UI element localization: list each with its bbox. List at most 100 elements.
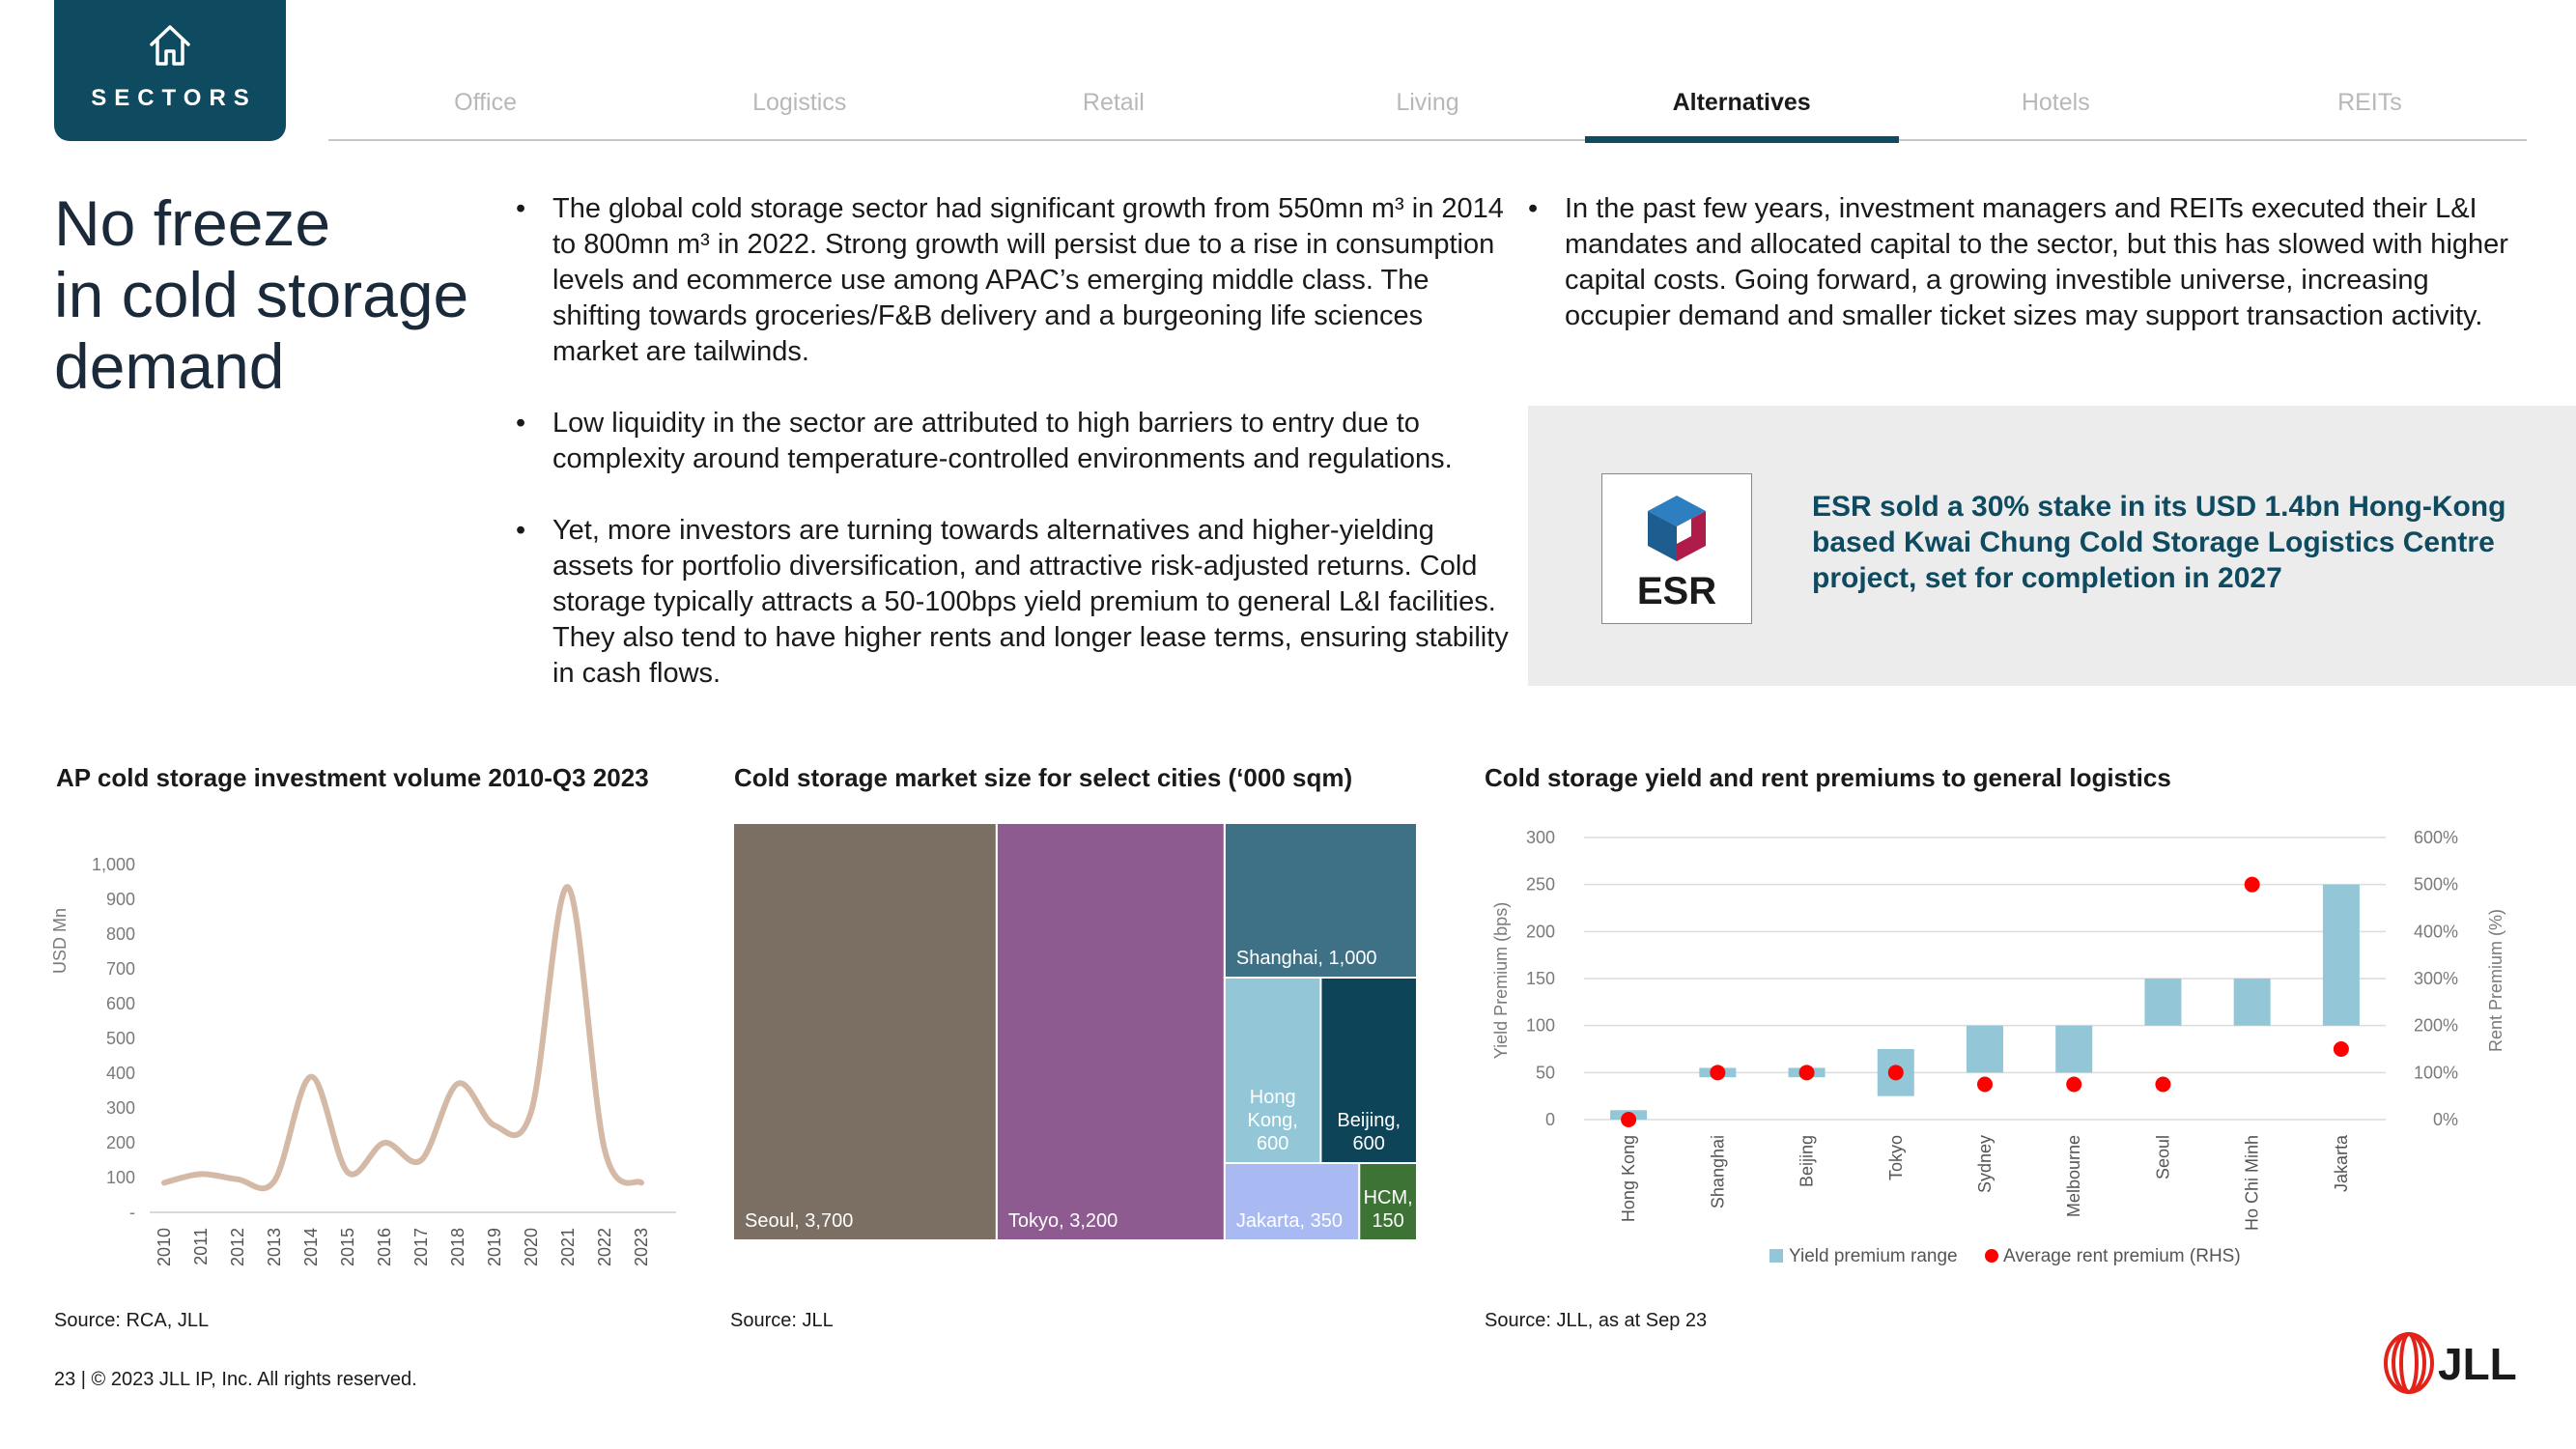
y-tick-label: 1,000 <box>92 855 135 874</box>
y-tick-label: 700 <box>106 959 135 979</box>
y-tick-label: 500 <box>106 1029 135 1048</box>
x-tick-label: Tokyo <box>1886 1135 1906 1180</box>
jll-logo-text: JLL <box>2438 1339 2517 1389</box>
treemap-label-beijing: 600 <box>1353 1133 1385 1154</box>
x-tick-label: Jakarta <box>2332 1134 2351 1192</box>
x-tick-label: Shanghai <box>1708 1135 1727 1208</box>
yield-range-bar <box>2055 1025 2093 1073</box>
x-tick-label: 2010 <box>155 1228 174 1266</box>
tab-living[interactable]: Living <box>1396 89 1459 116</box>
chart1-title: AP cold storage investment volume 2010-Q… <box>56 763 649 792</box>
x-tick-label: 2015 <box>338 1228 357 1266</box>
sectors-badge[interactable]: SECTORS <box>54 0 286 141</box>
x-tick-label: Melbourne <box>2064 1135 2083 1217</box>
treemap-tile-hcm <box>1358 1162 1417 1240</box>
x-tick-label: 2016 <box>375 1228 394 1266</box>
treemap-label-tokyo: Tokyo, 3,200 <box>1008 1210 1118 1232</box>
treemap-label-jakarta: Jakarta, 350 <box>1236 1210 1343 1232</box>
page-title: No freeze in cold storage demand <box>54 187 469 402</box>
x-tick-label: Sydney <box>1975 1135 1995 1193</box>
home-icon <box>150 25 190 66</box>
x-tick-label: 2021 <box>558 1228 578 1266</box>
y-right-tick-label: 300% <box>2414 969 2458 988</box>
tab-hotels[interactable]: Hotels <box>2021 89 2090 116</box>
x-tick-label: 2014 <box>301 1228 321 1266</box>
x-tick-label: Hong Kong <box>1619 1135 1638 1222</box>
y-right-tick-label: 400% <box>2414 922 2458 941</box>
sector-tabs: Office Logistics Retail Living Alternati… <box>328 83 2527 143</box>
yield-range-bar <box>2233 979 2271 1026</box>
y-tick-label: 300 <box>106 1098 135 1118</box>
y-tick-label: 150 <box>1526 969 1555 988</box>
y-axis-label: USD Mn <box>50 908 70 974</box>
treemap-label-hong-kong: 600 <box>1257 1133 1288 1154</box>
x-tick-label: 2011 <box>191 1228 211 1265</box>
treemap-tile-hong-kong <box>1223 977 1322 1164</box>
tab-logistics[interactable]: Logistics <box>752 89 847 116</box>
legend-label-rent: Average rent premium (RHS) <box>2003 1246 2241 1266</box>
investment-volume-chart: USD Mn - 100 200 300 400 500 600 700 800 900 1,000 2… <box>50 855 676 1266</box>
x-tick-label: Ho Chi Minh <box>2243 1135 2262 1231</box>
rent-premium-dot <box>1621 1112 1637 1127</box>
yield-range-bar <box>1967 1025 2003 1073</box>
y-tick-label: 400 <box>106 1064 135 1083</box>
bullet-item: Low liquidity in the sector are attribut… <box>516 406 1511 477</box>
treemap-tile-shanghai <box>1223 823 1417 979</box>
treemap-tile-tokyo <box>995 823 1226 1240</box>
chart3-source: Source: JLL, as at Sep 23 <box>1485 1310 1708 1331</box>
treemap-tile-beijing <box>1319 977 1417 1164</box>
treemap-label-hcm: HCM, <box>1364 1187 1413 1208</box>
treemap-label-shanghai: Shanghai, 1,000 <box>1236 948 1377 969</box>
y-tick-label: 50 <box>1536 1063 1555 1082</box>
rent-premium-dot <box>1798 1065 1815 1081</box>
bullets-left: The global cold storage sector had signi… <box>516 191 1511 727</box>
y-right-tick-label: 200% <box>2414 1016 2458 1036</box>
chart1-source: Source: RCA, JLL <box>54 1310 210 1331</box>
rent-premium-dot <box>2066 1076 2082 1093</box>
treemap-label-seoul: Seoul, 3,700 <box>745 1210 853 1232</box>
x-tick-label: Beijing <box>1798 1135 1817 1187</box>
bullets-right: In the past few years, investment manage… <box>1528 191 2533 370</box>
y-tick-label: 250 <box>1526 875 1555 895</box>
y-tick-label: 100 <box>1526 1016 1555 1036</box>
x-tick-label: 2017 <box>411 1228 431 1266</box>
chart2-source: Source: JLL <box>730 1310 834 1331</box>
y-right-tick-label: 0% <box>2433 1110 2458 1129</box>
y-tick-label: 0 <box>1545 1110 1555 1129</box>
x-tick-label: 2019 <box>485 1228 504 1266</box>
y-tick-label: 800 <box>106 924 135 944</box>
y-tick-label: 600 <box>106 994 135 1013</box>
treemap-label-hong-kong: Hong <box>1250 1087 1296 1108</box>
x-tick-label: 2022 <box>595 1228 614 1266</box>
y-tick-label: - <box>129 1203 135 1222</box>
tab-retail[interactable]: Retail <box>1082 89 1145 116</box>
y-right-tick-label: 500% <box>2414 875 2458 895</box>
y-tick-label: 300 <box>1526 828 1555 847</box>
y-right-tick-label: 100% <box>2414 1063 2458 1082</box>
esr-callout-text: ESR sold a 30% stake in its USD 1.4bn Ho… <box>1812 491 2506 594</box>
yield-range-bar <box>2144 979 2182 1026</box>
y-right-axis-label: Rent Premium (%) <box>2486 909 2505 1052</box>
y-right-tick-label: 600% <box>2414 828 2458 847</box>
rent-premium-dot <box>1887 1065 1904 1081</box>
x-tick-label: Seoul <box>2153 1135 2172 1179</box>
tab-reits[interactable]: REITs <box>2337 89 2402 116</box>
tab-office[interactable]: Office <box>454 89 517 116</box>
chart2-title: Cold storage market size for select citi… <box>734 763 1353 792</box>
esr-cube-icon <box>1648 496 1706 561</box>
tab-alternatives[interactable]: Alternatives <box>1584 83 1899 143</box>
footer-copyright: 23 | © 2023 JLL IP, Inc. All rights rese… <box>54 1369 417 1390</box>
esr-logo: ESR <box>1601 473 1752 624</box>
treemap-tile-seoul <box>733 823 998 1240</box>
rent-premium-dot <box>2155 1076 2171 1093</box>
legend-label-yield: Yield premium range <box>1789 1246 1958 1266</box>
legend-swatch-yield <box>1769 1249 1783 1263</box>
esr-logo-text: ESR <box>1636 570 1717 612</box>
rent-premium-dot <box>1977 1076 1993 1093</box>
y-tick-label: 200 <box>106 1133 135 1152</box>
treemap-label-beijing: Beijing, <box>1337 1110 1401 1131</box>
treemap-label-hcm: 150 <box>1372 1210 1403 1232</box>
treemap-label-hong-kong: Kong, <box>1248 1110 1298 1131</box>
x-tick-label: 2023 <box>632 1228 651 1266</box>
chart3-title: Cold storage yield and rent premiums to … <box>1485 763 2171 792</box>
